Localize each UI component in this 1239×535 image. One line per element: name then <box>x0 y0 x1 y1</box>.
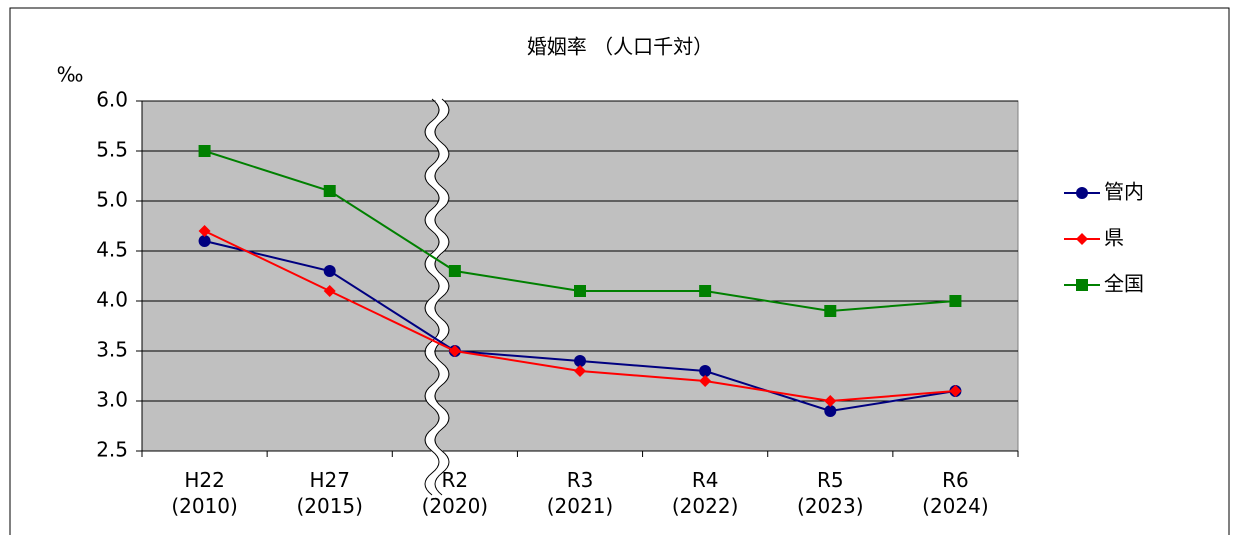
axis-break-edge <box>434 98 450 496</box>
x-tick-label: R4 (2022) <box>672 468 739 518</box>
x-tick-label-line: R4 <box>692 468 719 492</box>
x-tick-label: H27 (2015) <box>296 468 363 518</box>
y-axis-label: ‰ <box>57 63 84 87</box>
x-tick-label-line: R6 <box>942 468 969 492</box>
y-tick-label: 6.0 <box>96 88 128 112</box>
marker <box>323 285 336 297</box>
x-tick-label: R3 (2021) <box>547 468 614 518</box>
x-tick-label-line: (2022) <box>672 494 739 518</box>
y-tick-label: 5.5 <box>96 138 128 162</box>
marker <box>574 355 586 367</box>
marker <box>323 265 336 277</box>
marker <box>198 225 211 237</box>
marker <box>699 285 712 297</box>
marker <box>198 145 211 157</box>
x-tick-label: R2 (2020) <box>422 468 489 518</box>
marker <box>824 405 837 417</box>
y-tick-label: 3.5 <box>96 338 128 362</box>
x-tick-label-line: R2 <box>442 468 469 492</box>
marker <box>949 295 962 307</box>
y-tick-label: 5.0 <box>96 188 128 212</box>
x-tick-label-line: (2010) <box>171 494 238 518</box>
marker <box>574 365 586 377</box>
marker <box>1076 279 1088 291</box>
marker <box>1076 187 1088 199</box>
x-tick-label-line: H27 <box>309 468 350 492</box>
x-tick-label-line: (2023) <box>797 494 864 518</box>
plot-area <box>141 100 1019 452</box>
x-tick-label: R6 (2024) <box>922 468 989 518</box>
axis-break <box>426 95 448 499</box>
x-tick-label-line: (2015) <box>296 494 363 518</box>
chart-frame <box>9 7 1230 535</box>
y-tick-label: 4.5 <box>96 238 128 262</box>
axis-break-edge <box>424 98 440 496</box>
marker <box>824 305 837 317</box>
x-tick-label: H22 (2010) <box>171 468 238 518</box>
x-tick-label-line: R5 <box>817 468 844 492</box>
marker <box>1076 233 1088 245</box>
y-tick-label: 4.0 <box>96 288 128 312</box>
legend-label: 全国 <box>1104 272 1144 296</box>
marker <box>323 185 336 197</box>
marker <box>448 345 461 357</box>
x-tick-label: R5 (2023) <box>797 468 864 518</box>
marker <box>198 235 211 247</box>
marker <box>448 265 461 277</box>
marker <box>574 285 586 297</box>
x-tick-label-line: H22 <box>184 468 225 492</box>
marker <box>699 365 712 377</box>
chart-title: 婚姻率 （人口千対） <box>527 35 713 59</box>
x-tick-label-line: (2021) <box>547 494 614 518</box>
x-tick-label-line: R3 <box>567 468 594 492</box>
x-tick-label-line: (2020) <box>422 494 489 518</box>
marker <box>824 395 837 407</box>
legend-label: 県 <box>1104 226 1124 250</box>
legend-label: 管内 <box>1104 180 1144 204</box>
marker <box>699 375 712 387</box>
y-tick-label: 2.5 <box>96 438 128 462</box>
y-tick-label: 3.0 <box>96 388 128 412</box>
x-tick-label-line: (2024) <box>922 494 989 518</box>
marker <box>949 385 962 397</box>
